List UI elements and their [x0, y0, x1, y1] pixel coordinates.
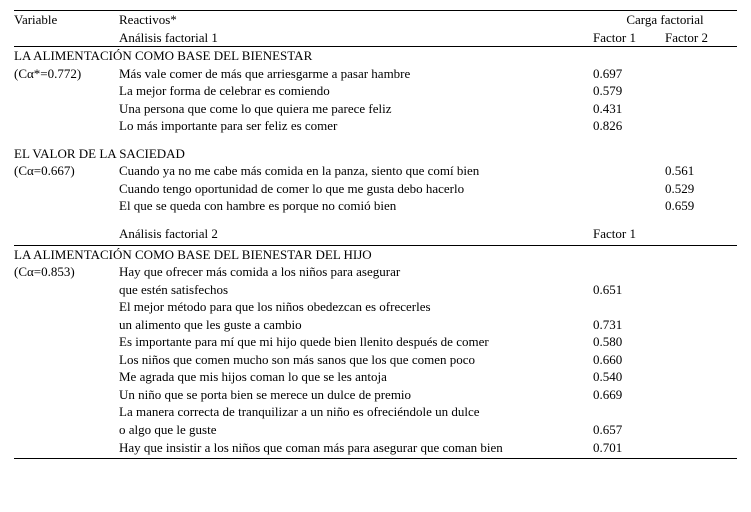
- mid-factor-1: Factor 1: [593, 225, 665, 243]
- factor-1-value: 0.669: [593, 386, 665, 404]
- item-text: Un niño que se porta bien se merece un d…: [119, 386, 593, 404]
- factor-1-value: 0.826: [593, 117, 665, 135]
- item-text: Hay que insistir a los niños que coman m…: [119, 439, 593, 457]
- table-row: Hay que insistir a los niños que coman m…: [14, 439, 737, 460]
- item-text: Cuando ya no me cabe más comida en la pa…: [119, 162, 593, 180]
- section-1-title: LA ALIMENTACIÓN COMO BASE DEL BIENESTAR: [14, 47, 593, 65]
- factor-1-value: 0.660: [593, 351, 665, 369]
- factor-2-value: 0.659: [665, 197, 737, 215]
- header-analysis-1: Análisis factorial 1: [119, 29, 593, 47]
- table-row: El que se queda con hambre es porque no …: [14, 197, 737, 215]
- factor-1-value: 0.580: [593, 333, 665, 351]
- item-text: Más vale comer de más que arriesgarme a …: [119, 65, 593, 83]
- header-row-2: Análisis factorial 1 Factor 1 Factor 2: [14, 29, 737, 48]
- table-row: Un niño que se porta bien se merece un d…: [14, 386, 737, 404]
- table-row: El mejor método para que los niños obede…: [14, 298, 737, 316]
- section-2-alpha: (Cα=0.667): [14, 162, 119, 180]
- section-1-title-row: LA ALIMENTACIÓN COMO BASE DEL BIENESTAR: [14, 47, 737, 65]
- item-text: El que se queda con hambre es porque no …: [119, 197, 593, 215]
- item-text: que estén satisfechos: [119, 281, 593, 299]
- header-reactivos: Reactivos*: [119, 11, 593, 29]
- item-text: un alimento que les guste a cambio: [119, 316, 593, 334]
- table-row: Lo más importante para ser feliz es come…: [14, 117, 737, 135]
- section-2-title-row: EL VALOR DE LA SACIEDAD: [14, 145, 737, 163]
- section-1-alpha: (Cα*=0.772): [14, 65, 119, 83]
- section-2-title: EL VALOR DE LA SACIEDAD: [14, 145, 593, 163]
- factor-1-value: 0.651: [593, 281, 665, 299]
- table-row: Cuando tengo oportunidad de comer lo que…: [14, 180, 737, 198]
- item-text: Lo más importante para ser feliz es come…: [119, 117, 593, 135]
- table-row: La manera correcta de tranquilizar a un …: [14, 403, 737, 421]
- header-row-1: Variable Reactivos* Carga factorial: [14, 10, 737, 29]
- table-row: Es importante para mí que mi hijo quede …: [14, 333, 737, 351]
- table-row: (Cα*=0.772) Más vale comer de más que ar…: [14, 65, 737, 83]
- section-3-title: LA ALIMENTACIÓN COMO BASE DEL BIENESTAR …: [14, 246, 593, 264]
- table-row: que estén satisfechos 0.651: [14, 281, 737, 299]
- factor-1-value: 0.540: [593, 368, 665, 386]
- item-text: El mejor método para que los niños obede…: [119, 298, 593, 316]
- factor-1-value: 0.579: [593, 82, 665, 100]
- header-factor-1: Factor 1: [593, 29, 665, 47]
- item-text: Los niños que comen mucho son más sanos …: [119, 351, 593, 369]
- table-row: Los niños que comen mucho son más sanos …: [14, 351, 737, 369]
- item-text: La mejor forma de celebrar es comiendo: [119, 82, 593, 100]
- mid-analysis-row: Análisis factorial 2 Factor 1: [14, 225, 737, 246]
- table-row: Una persona que come lo que quiera me pa…: [14, 100, 737, 118]
- section-3-alpha: (Cα=0.853): [14, 263, 119, 281]
- table-row: (Cα=0.853) Hay que ofrecer más comida a …: [14, 263, 737, 281]
- table-row: Me agrada que mis hijos coman lo que se …: [14, 368, 737, 386]
- factor-2-value: 0.561: [665, 162, 737, 180]
- factor-1-value: 0.731: [593, 316, 665, 334]
- factor-1-value: 0.697: [593, 65, 665, 83]
- item-text: o algo que le guste: [119, 421, 593, 439]
- item-text: Una persona que come lo que quiera me pa…: [119, 100, 593, 118]
- header-factor-2: Factor 2: [665, 29, 737, 47]
- factor-2-value: 0.529: [665, 180, 737, 198]
- item-text: La manera correcta de tranquilizar a un …: [119, 403, 593, 421]
- item-text: Hay que ofrecer más comida a los niños p…: [119, 263, 593, 281]
- item-text: Es importante para mí que mi hijo quede …: [119, 333, 593, 351]
- factor-1-value: 0.701: [593, 439, 665, 457]
- table-row: un alimento que les guste a cambio 0.731: [14, 316, 737, 334]
- item-text: Me agrada que mis hijos coman lo que se …: [119, 368, 593, 386]
- item-text: Cuando tengo oportunidad de comer lo que…: [119, 180, 593, 198]
- table-row: o algo que le guste 0.657: [14, 421, 737, 439]
- header-carga: Carga factorial: [593, 11, 737, 29]
- section-3-title-row: LA ALIMENTACIÓN COMO BASE DEL BIENESTAR …: [14, 246, 737, 264]
- table-row: (Cα=0.667) Cuando ya no me cabe más comi…: [14, 162, 737, 180]
- factor-1-value: 0.657: [593, 421, 665, 439]
- header-variable: Variable: [14, 11, 119, 29]
- table-row: La mejor forma de celebrar es comiendo 0…: [14, 82, 737, 100]
- mid-analysis-label: Análisis factorial 2: [119, 225, 593, 243]
- factor-loadings-table: Variable Reactivos* Carga factorial Anál…: [14, 10, 737, 459]
- factor-1-value: 0.431: [593, 100, 665, 118]
